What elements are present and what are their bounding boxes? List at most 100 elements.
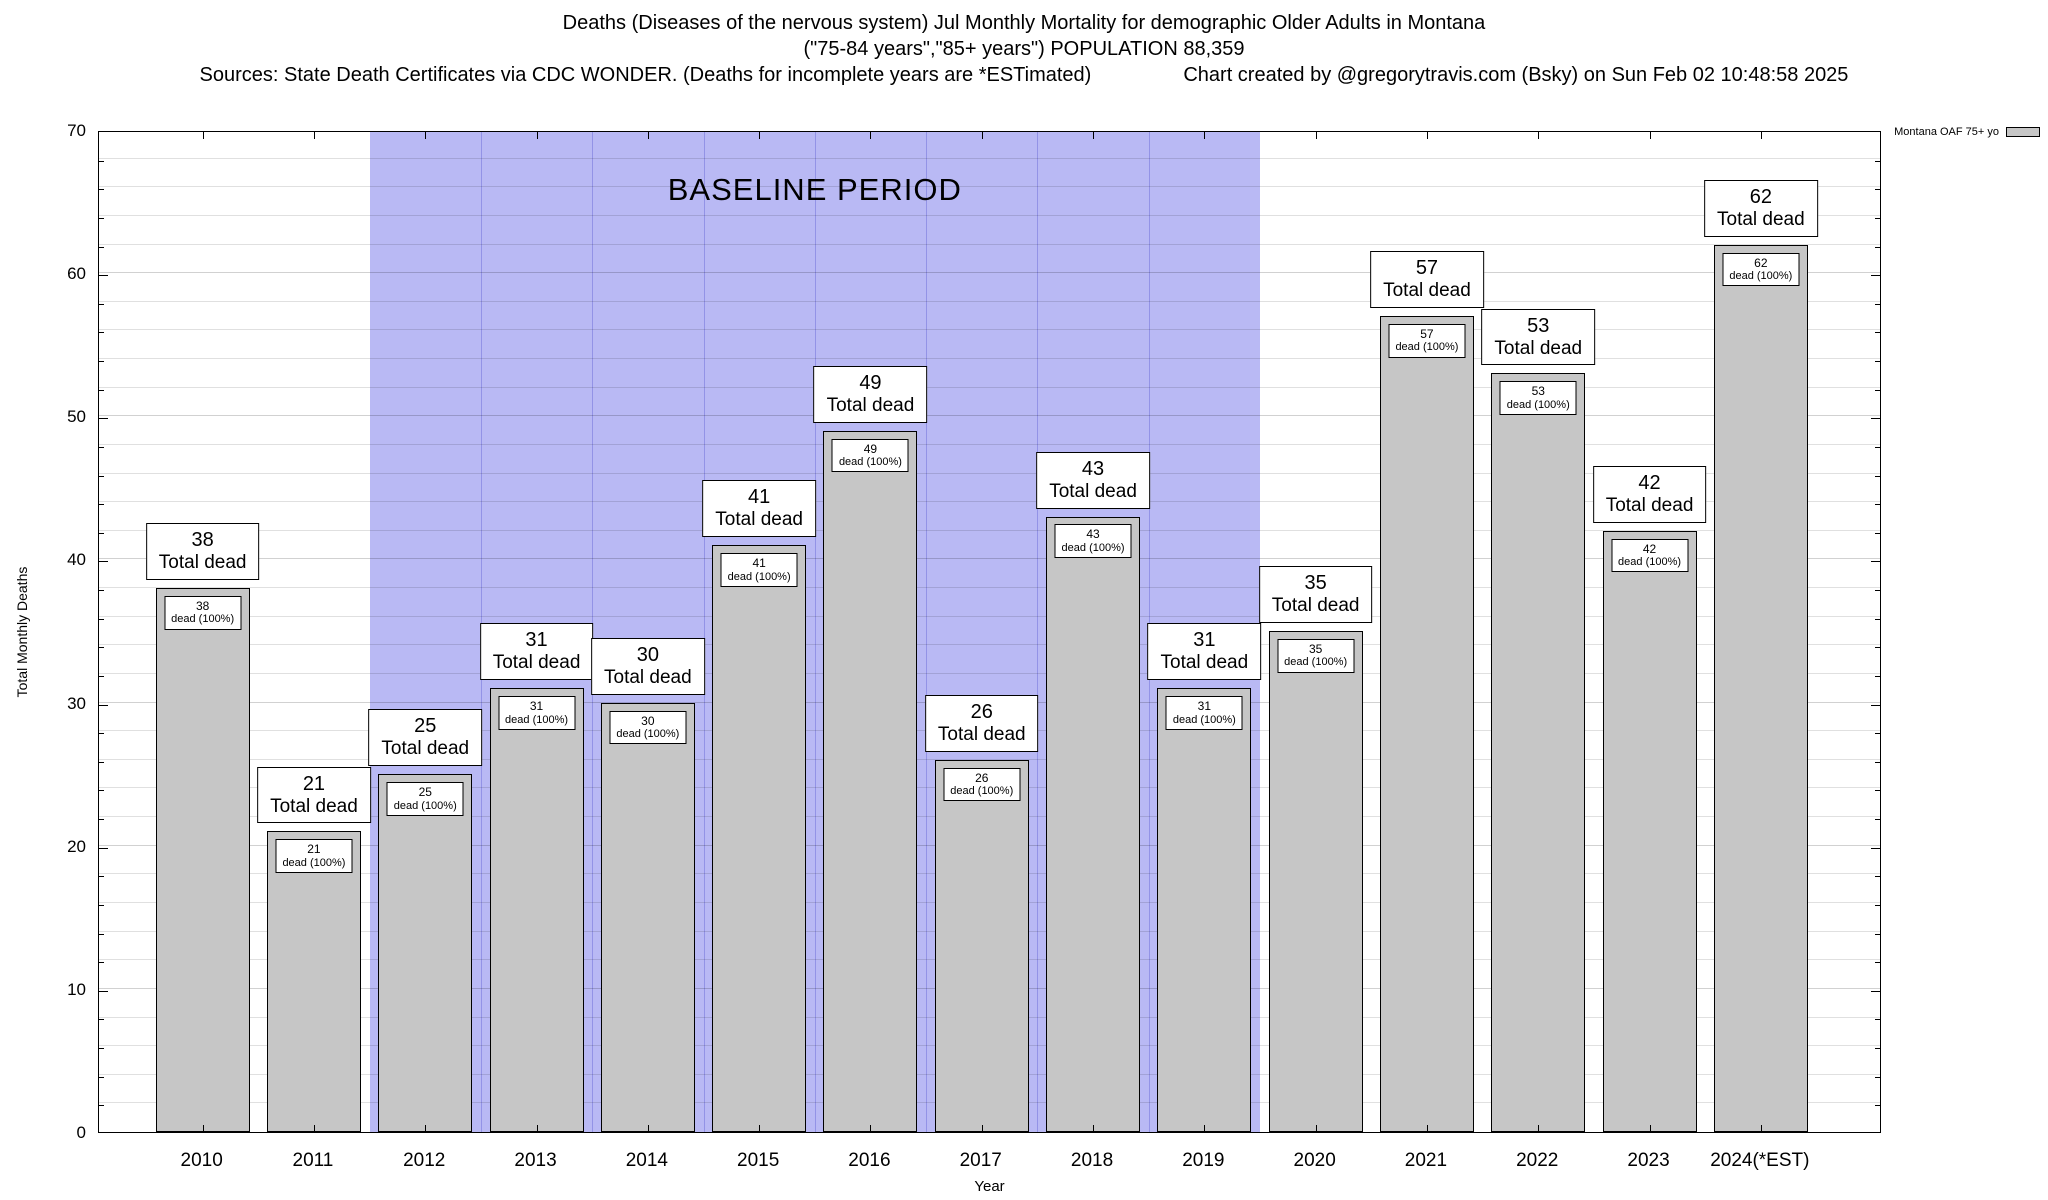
bar-inner-text: dead (100%) [282,856,346,869]
x-tick-label: 2020 [1293,1150,1336,1171]
y-tick [99,418,108,420]
y-tick [1871,704,1880,706]
gridline [99,329,1880,331]
x-tick-label: 2022 [1516,1150,1559,1171]
bar-total-label: 21 Total dead [257,766,371,824]
bar-inner-value: 30 [641,713,655,728]
bar-inner-text: dead (100%) [1729,269,1793,282]
x-tick [759,132,761,139]
bar-inner-value: 49 [863,441,878,456]
bar-total-value: 57 [1415,257,1439,280]
y-minor-tick [99,733,104,735]
x-tick-label: 2013 [514,1150,557,1171]
gridline [99,300,1880,302]
bar-total-label: 30 Total dead [591,637,705,695]
y-minor-tick [1875,819,1880,821]
x-tick-label: 2024(*EST) [1710,1150,1810,1171]
gridline [99,415,1880,417]
y-tick [99,847,108,849]
y-tick-label: 30 [67,693,86,713]
gridline [99,443,1880,445]
x-tick [313,1125,315,1132]
x-tick [1760,132,1762,139]
x-tick-label: 2021 [1404,1150,1448,1171]
bar-total-text: Total dead [715,509,803,531]
bar-total-text: Total dead [1049,480,1137,502]
y-minor-tick [1875,1076,1880,1078]
bar-inner-text: dead (100%) [1284,656,1348,669]
bar-inner-value: 62 [1754,255,1768,270]
x-tick-label: 2012 [403,1150,446,1171]
y-minor-tick [99,389,104,391]
y-minor-tick [1875,590,1880,592]
gridline [99,501,1880,503]
x-tick-label: 2016 [848,1150,891,1171]
x-tick [981,1125,983,1132]
bar-inner-text: dead (100%) [1395,341,1459,354]
bar-inner-label: 26 dead (100%) [943,767,1021,802]
bar-total-text: Total dead [937,724,1026,746]
y-tick-label: 20 [67,836,86,856]
baseline-seam [926,132,928,1132]
bar-inner-label: 43 dead (100%) [1054,524,1132,559]
y-tick-label: 0 [76,1123,86,1142]
bar-inner-label: 30 dead (100%) [609,710,687,745]
legend-label: Montana OAF 75+ yo [1894,126,1999,138]
y-minor-tick [1875,160,1880,162]
x-tick [647,132,649,139]
gridline [99,587,1880,589]
x-tick-label: 2011 [292,1150,334,1171]
bar-inner-text: dead (100%) [1618,556,1682,569]
bar-total-label: 42 Total dead [1592,466,1707,523]
x-tick-label: 2017 [959,1150,1002,1171]
bar-total-label: 62 Total dead [1704,179,1818,237]
bar-inner-value: 38 [195,599,210,614]
gridline [99,758,1880,760]
y-minor-tick [99,217,104,219]
y-minor-tick [1875,761,1880,763]
y-minor-tick [1875,332,1880,334]
bar-total-text: Total dead [492,652,581,674]
bar-inner-label: 38 dead (100%) [164,596,242,630]
y-minor-tick [1875,389,1880,391]
y-minor-tick [1875,361,1880,363]
y-minor-tick [99,332,104,334]
y-minor-tick [99,590,104,592]
bar-total-value: 31 [1193,629,1216,652]
bar-inner-label: 31 dead (100%) [498,696,576,730]
y-minor-tick [99,1019,104,1021]
x-tick [1093,1125,1095,1132]
bar-total-label: 38 Total dead [145,523,260,581]
x-tick [1204,132,1206,139]
x-axis-title: Year [974,1178,1005,1195]
bar-total-value: 43 [1081,457,1105,480]
x-tick [313,132,315,139]
bar-total-label: 26 Total dead [924,695,1039,752]
y-minor-tick [99,876,104,878]
bar-total-label: 35 Total dead [1258,566,1373,623]
y-minor-tick [1875,733,1880,735]
y-minor-tick [1875,618,1880,620]
bar-2018 [1046,516,1141,1132]
x-tick [981,132,983,139]
gridline [99,243,1880,245]
baseline-seam [1037,132,1039,1132]
x-tick-label: 2023 [1627,1150,1670,1171]
bar-total-label: 31 Total dead [1147,623,1262,681]
y-minor-tick [1875,675,1880,677]
bar-total-text: Total dead [1605,495,1694,517]
x-tick [1315,132,1317,139]
bar-total-text: Total dead [1494,337,1583,359]
y-tick-label: 50 [67,407,86,427]
gridline [99,214,1880,216]
chart-title: Deaths (Diseases of the nervous system) … [562,12,1486,34]
bar-total-value: 38 [191,529,214,552]
x-tick [1426,132,1428,139]
y-minor-tick [1875,790,1880,792]
bar-total-value: 35 [1304,572,1327,595]
x-tick [1649,1125,1651,1132]
y-minor-tick [1875,1019,1880,1021]
gridline [99,672,1880,674]
y-minor-tick [1875,504,1880,506]
bar-2014 [600,702,695,1132]
